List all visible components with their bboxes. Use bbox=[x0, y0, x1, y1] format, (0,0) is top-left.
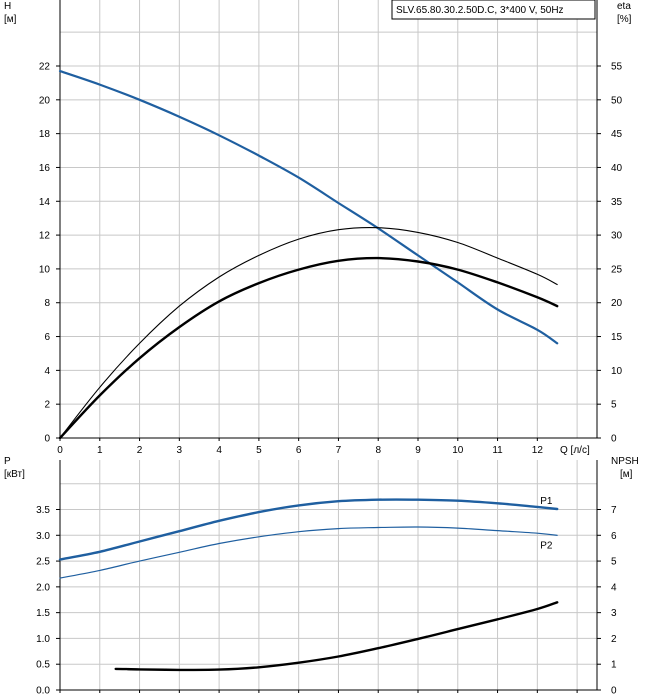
model-box bbox=[391, 0, 596, 20]
left-tick-label: 1.5 bbox=[36, 608, 50, 619]
bottom-left-axis-unit: [кВт] bbox=[4, 469, 25, 480]
right-tick-label: 1 bbox=[611, 660, 617, 671]
left-tick-label: 2.5 bbox=[36, 557, 50, 568]
right-tick-label: 20 bbox=[611, 298, 623, 309]
right-tick-label: 5 bbox=[611, 557, 617, 568]
right-tick-label: 6 bbox=[611, 531, 617, 542]
series-lines bbox=[58, 70, 559, 672]
right-tick-label: 2 bbox=[611, 634, 617, 645]
left-tick-label: 1.0 bbox=[36, 634, 50, 645]
x-tick-label: 5 bbox=[256, 445, 262, 456]
left-tick-label: 0 bbox=[44, 434, 50, 445]
bottom-right-axis-title: NPSH bbox=[611, 456, 639, 467]
model-label: SLV.65.80.30.2.50D.C, 3*400 V, 50Hz bbox=[396, 5, 564, 16]
right-tick-label: 25 bbox=[611, 264, 623, 275]
x-tick-label: 12 bbox=[532, 445, 544, 456]
x-tick-label: 6 bbox=[296, 445, 302, 456]
right-tick-label: 0 bbox=[611, 686, 617, 697]
right-tick-label: 3 bbox=[611, 608, 617, 619]
left-tick-label: 6 bbox=[44, 332, 50, 343]
plot-area bbox=[60, 460, 597, 690]
left-tick-label: 4 bbox=[44, 366, 50, 377]
left-tick-label: 12 bbox=[39, 231, 51, 242]
left-tick-label: 22 bbox=[39, 62, 51, 73]
top-left-axis-title: H bbox=[4, 1, 11, 12]
right-tick-label: 35 bbox=[611, 197, 623, 208]
right-tick-label: 30 bbox=[611, 231, 623, 242]
series-p2-line bbox=[59, 526, 558, 579]
left-tick-label: 8 bbox=[44, 298, 50, 309]
x-tick-label: 10 bbox=[452, 445, 464, 456]
right-tick-label: 40 bbox=[611, 163, 623, 174]
left-tick-label: 20 bbox=[39, 95, 51, 106]
left-tick-label: 3.0 bbox=[36, 531, 50, 542]
left-tick-label: 16 bbox=[39, 163, 51, 174]
series-p1-line bbox=[58, 498, 559, 561]
series-1-2-line bbox=[114, 601, 559, 672]
right-tick-label: 7 bbox=[611, 505, 617, 516]
plot-area bbox=[60, 0, 597, 438]
right-tick-label: 55 bbox=[611, 62, 623, 73]
top-right-axis-unit: [%] bbox=[617, 14, 632, 25]
right-tick-label: 4 bbox=[611, 582, 617, 593]
left-tick-label: 18 bbox=[39, 129, 51, 140]
bottom-left-axis-title: P bbox=[4, 456, 11, 467]
x-tick-label: 3 bbox=[177, 445, 183, 456]
left-tick-label: 2 bbox=[44, 400, 50, 411]
x-tick-label: 4 bbox=[216, 445, 222, 456]
right-tick-label: 0 bbox=[611, 434, 617, 445]
x-tick-label: 8 bbox=[375, 445, 381, 456]
series-label-p1: P1 bbox=[540, 496, 553, 507]
left-tick-label: 2.0 bbox=[36, 582, 50, 593]
series-0-1-line bbox=[59, 226, 558, 439]
axes bbox=[56, 0, 601, 693]
right-tick-label: 15 bbox=[611, 332, 623, 343]
left-tick-label: 0.5 bbox=[36, 660, 50, 671]
series-label-p2: P2 bbox=[540, 540, 553, 551]
right-tick-label: 45 bbox=[611, 129, 623, 140]
right-tick-label: 10 bbox=[611, 366, 623, 377]
x-tick-label: 2 bbox=[137, 445, 143, 456]
tick-labels: 0246810121416182022051015202530354045505… bbox=[36, 62, 622, 697]
left-tick-label: 10 bbox=[39, 264, 51, 275]
right-tick-label: 50 bbox=[611, 95, 623, 106]
grid bbox=[60, 0, 597, 690]
top-right-axis-title: eta bbox=[617, 1, 631, 12]
x-tick-label: 7 bbox=[336, 445, 342, 456]
left-tick-label: 0.0 bbox=[36, 686, 50, 697]
bottom-right-axis-unit: [м] bbox=[620, 469, 633, 480]
x-axis-title: Q [л/с] bbox=[560, 445, 590, 456]
left-tick-label: 3.5 bbox=[36, 505, 50, 516]
top-left-axis-unit: [м] bbox=[4, 14, 17, 25]
x-tick-label: 0 bbox=[57, 445, 63, 456]
left-tick-label: 14 bbox=[39, 197, 51, 208]
right-tick-label: 5 bbox=[611, 400, 617, 411]
series-h-line bbox=[58, 70, 559, 345]
x-tick-label: 1 bbox=[97, 445, 103, 456]
series-0-2-line bbox=[58, 256, 559, 440]
x-tick-label: 9 bbox=[415, 445, 421, 456]
x-tick-label: 11 bbox=[492, 445, 503, 456]
